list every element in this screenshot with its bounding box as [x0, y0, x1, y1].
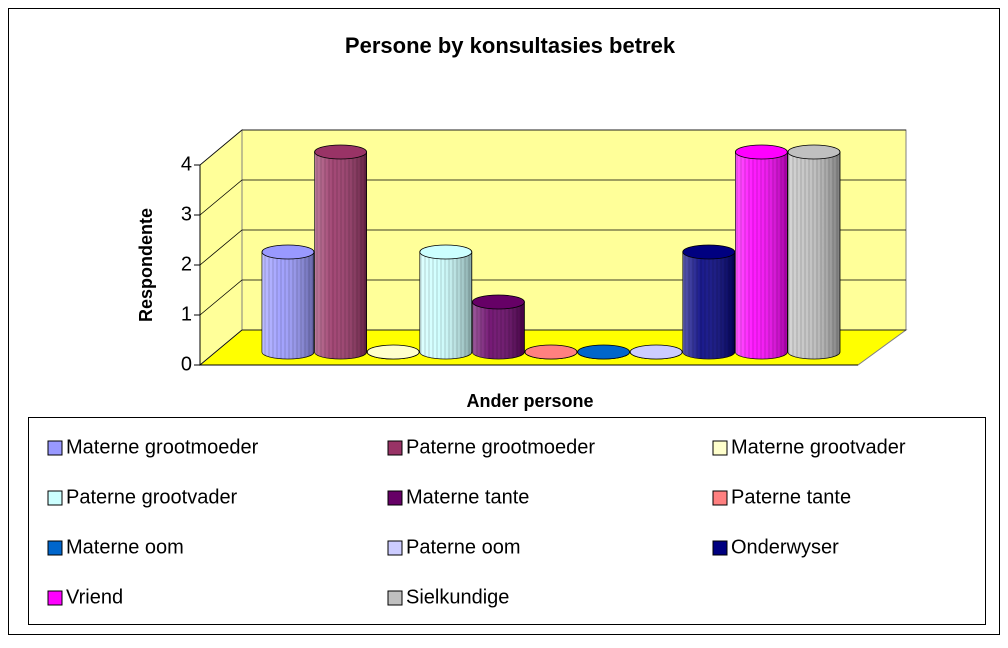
legend-swatch [47, 540, 63, 556]
legend-swatch [387, 490, 403, 506]
legend-label: Paterne grootvader [66, 486, 238, 508]
bar-cylinder [735, 144, 788, 360]
bar-cylinder [524, 344, 578, 360]
cylinder-lines [419, 252, 472, 360]
bar-cylinder [629, 344, 683, 360]
legend-label: Onderwyser [731, 536, 839, 558]
y-axis-label: Respondente [136, 208, 156, 322]
cylinder-lines [472, 302, 525, 360]
legend-label: Paterne grootmoeder [406, 436, 595, 458]
legend-label: Materne grootmoeder [66, 436, 259, 458]
legend-label: Paterne oom [406, 536, 521, 558]
legend-swatch [387, 540, 403, 556]
cylinder-lines [788, 152, 840, 359]
cylinder-top [471, 294, 525, 310]
legend-swatch [712, 490, 728, 506]
cylinder-lines [314, 152, 367, 360]
y-tick-label: 0 [181, 353, 192, 375]
bar-cylinder [682, 244, 736, 360]
grid-line [199, 229, 906, 266]
cylinder-top [419, 244, 473, 260]
cylinder-top [682, 244, 736, 260]
legend-label: Paterne tante [731, 486, 851, 508]
bar-cylinder [787, 144, 841, 360]
legend-swatch [712, 440, 728, 456]
bar-cylinder [471, 294, 525, 360]
y-tick-label: 2 [181, 253, 192, 275]
cylinder-top [524, 344, 578, 360]
cylinder-top [314, 144, 368, 160]
y-tick-label: 3 [181, 203, 192, 225]
legend-swatch [712, 540, 728, 556]
legend-swatch [47, 490, 63, 506]
legend-box [28, 417, 986, 625]
cylinder-lines [735, 152, 788, 360]
bar-cylinder [419, 244, 473, 360]
grid-line [199, 179, 906, 216]
legend-label: Materne oom [66, 536, 184, 558]
cylinder-lines [262, 252, 314, 359]
x-axis-label: Ander persone [466, 391, 593, 411]
legend-swatch [387, 590, 403, 606]
bar-cylinder [261, 244, 315, 360]
cylinder-top [261, 244, 315, 260]
legend-swatch [47, 440, 63, 456]
bar-cylinder [366, 344, 420, 360]
grid-line [199, 129, 906, 166]
cylinder-top [629, 344, 683, 360]
cylinder-top [577, 344, 630, 360]
y-tick-label: 4 [181, 153, 192, 175]
bar-cylinder [577, 344, 631, 360]
legend-swatch [387, 440, 403, 456]
cylinder-lines [682, 252, 735, 360]
legend-label: Materne grootvader [731, 436, 906, 458]
legend-label: Sielkundige [406, 586, 509, 608]
cylinder-top [366, 344, 420, 360]
cylinder-top [787, 144, 841, 160]
legend-label: Vriend [66, 586, 123, 608]
chart-title: Persone by konsultasies betrek [345, 33, 676, 58]
legend-swatch [47, 590, 63, 606]
bar-cylinder [314, 144, 368, 360]
y-tick-label: 1 [181, 303, 192, 325]
cylinder-top [735, 144, 788, 160]
legend-label: Materne tante [406, 486, 529, 508]
